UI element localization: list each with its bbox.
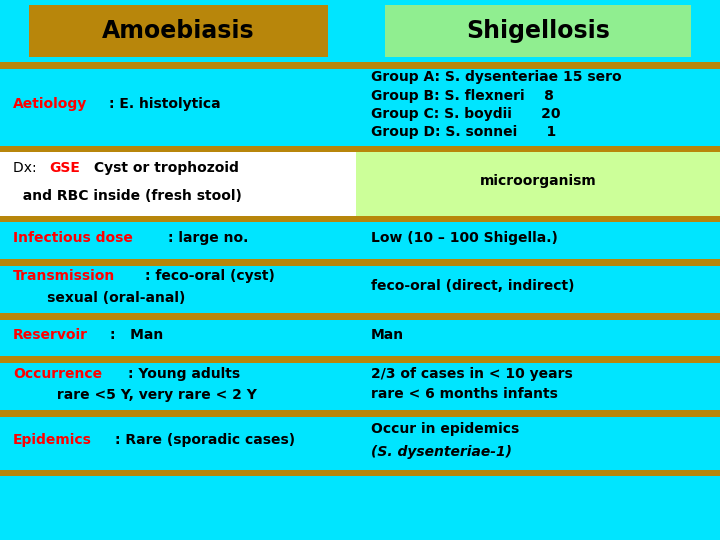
Bar xyxy=(356,62,720,146)
Text: and RBC inside (fresh stool): and RBC inside (fresh stool) xyxy=(13,190,242,204)
Bar xyxy=(0,476,720,540)
Bar xyxy=(0,259,720,266)
Text: : large no.: : large no. xyxy=(168,231,248,245)
Text: : Rare (sporadic cases): : Rare (sporadic cases) xyxy=(114,433,295,447)
Text: microorganism: microorganism xyxy=(480,174,597,188)
Bar xyxy=(385,5,691,57)
Bar xyxy=(0,410,720,417)
Bar xyxy=(0,356,356,410)
Text: 2/3 of cases in < 10 years: 2/3 of cases in < 10 years xyxy=(371,367,572,381)
Text: GSE: GSE xyxy=(49,161,80,176)
Bar xyxy=(356,216,720,259)
Text: : Young adults: : Young adults xyxy=(128,367,240,381)
Bar xyxy=(0,146,356,216)
Text: Group B: S. flexneri    8: Group B: S. flexneri 8 xyxy=(371,89,554,103)
Bar xyxy=(0,216,720,222)
Bar xyxy=(356,259,720,313)
Bar xyxy=(356,410,720,470)
Text: (S. dysenteriae-1): (S. dysenteriae-1) xyxy=(371,445,512,459)
Text: Cyst or trophozoid: Cyst or trophozoid xyxy=(89,161,239,176)
Text: Occurrence: Occurrence xyxy=(13,367,102,381)
Bar xyxy=(0,410,356,470)
Text: Infectious dose: Infectious dose xyxy=(13,231,132,245)
Bar xyxy=(0,216,356,259)
Text: Epidemics: Epidemics xyxy=(13,433,92,447)
Bar xyxy=(0,62,356,146)
Text: Transmission: Transmission xyxy=(13,269,115,284)
Text: feco-oral (direct, indirect): feco-oral (direct, indirect) xyxy=(371,279,575,293)
Text: Reservoir: Reservoir xyxy=(13,328,88,342)
Text: rare < 6 months infants: rare < 6 months infants xyxy=(371,387,558,401)
Bar xyxy=(356,313,720,356)
Text: Low (10 – 100 Shigella.): Low (10 – 100 Shigella.) xyxy=(371,231,558,245)
Bar xyxy=(0,313,720,320)
Bar xyxy=(0,259,356,313)
Text: sexual (oral-anal): sexual (oral-anal) xyxy=(13,291,185,305)
Bar xyxy=(0,313,356,356)
Bar xyxy=(356,146,720,216)
Text: : feco-oral (cyst): : feco-oral (cyst) xyxy=(145,269,275,284)
Bar xyxy=(0,146,720,152)
Bar xyxy=(0,62,720,69)
Text: Amoebiasis: Amoebiasis xyxy=(102,19,254,43)
Text: :   Man: : Man xyxy=(109,328,163,342)
Bar xyxy=(0,356,720,363)
Bar xyxy=(29,5,328,57)
Text: Dx:: Dx: xyxy=(13,161,41,176)
Bar xyxy=(356,356,720,410)
Text: Shigellosis: Shigellosis xyxy=(467,19,610,43)
Text: Aetiology: Aetiology xyxy=(13,97,87,111)
Text: : E. histolytica: : E. histolytica xyxy=(109,97,220,111)
Text: Group C: S. boydii      20: Group C: S. boydii 20 xyxy=(371,107,560,121)
Bar xyxy=(0,470,720,476)
Text: rare <5 Y, very rare < 2 Y: rare <5 Y, very rare < 2 Y xyxy=(13,388,257,402)
Text: Group A: S. dysenteriae 15 sero: Group A: S. dysenteriae 15 sero xyxy=(371,70,621,84)
Text: Man: Man xyxy=(371,328,404,342)
Text: Group D: S. sonnei      1: Group D: S. sonnei 1 xyxy=(371,125,556,139)
Text: Occur in epidemics: Occur in epidemics xyxy=(371,422,519,436)
